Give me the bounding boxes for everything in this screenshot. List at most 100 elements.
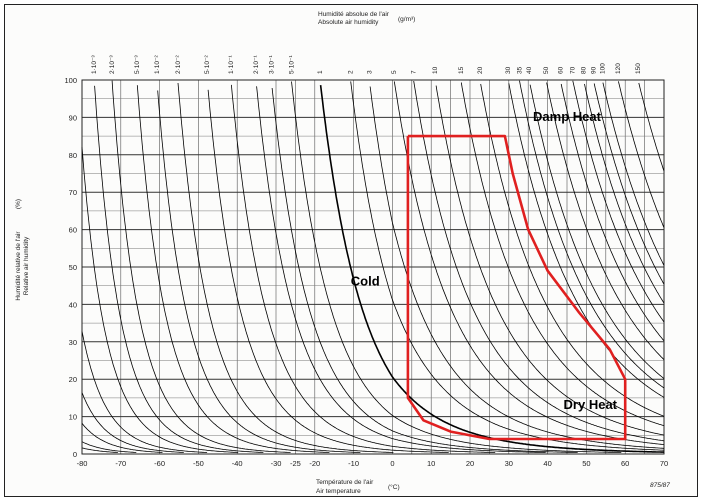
- abs-humidity-curve: [136, 85, 330, 453]
- top-tick-label: 15: [458, 66, 465, 74]
- abs-humidity-curve: [369, 86, 664, 449]
- region-label: Damp Heat: [533, 109, 602, 124]
- x-tick-label: -20: [309, 459, 320, 468]
- y-tick-label: 90: [69, 113, 77, 122]
- abs-humidity-curve: [508, 83, 665, 398]
- abs-humidity-curve: [602, 82, 665, 266]
- abs-humidity-curve: [572, 80, 665, 323]
- top-axis-title-en: Absolute air humidity: [318, 19, 379, 26]
- top-tick-label: 2·10⁻²: [175, 55, 182, 74]
- top-tick-label: 80: [581, 66, 588, 74]
- top-tick-label: 70: [570, 66, 577, 74]
- abs-humidity-curve: [256, 86, 546, 453]
- top-tick-label: 1·10⁻¹: [228, 55, 235, 74]
- y-tick-label: 80: [69, 151, 77, 160]
- abs-humidity-curve: [81, 331, 208, 453]
- abs-humidity-curve: [271, 87, 578, 453]
- top-tick-label: 100: [599, 63, 606, 74]
- test-envelope-boundary: [406, 134, 627, 441]
- abs-humidity-curve: [584, 83, 665, 304]
- top-tick-label: 40: [526, 66, 533, 74]
- top-tick-label: 5: [391, 70, 398, 74]
- abs-humidity-curve: [519, 80, 665, 389]
- top-tick-label: 50: [543, 66, 550, 74]
- top-tick-label: 2·10⁻³: [109, 55, 116, 74]
- abs-humidity-curve: [111, 80, 291, 453]
- abs-humidity-curve: [177, 82, 394, 453]
- x-tick-label: 60: [621, 459, 629, 468]
- top-tick-label: 120: [615, 63, 622, 74]
- x-tick-label: -70: [115, 459, 126, 468]
- top-tick-label: 5·10⁻²: [204, 55, 211, 74]
- abs-humidity-curve: [480, 83, 665, 417]
- top-tick-label: 60: [557, 66, 564, 74]
- top-tick-label: 10: [432, 66, 439, 74]
- y-tick-label: 10: [69, 413, 77, 422]
- x-tick-label: 50: [582, 459, 590, 468]
- abs-humidity-curve: [593, 83, 665, 285]
- y-tick-label: 40: [69, 300, 77, 309]
- x-tick-label: 40: [543, 459, 551, 468]
- x-tick-label: -40: [232, 459, 243, 468]
- figure-code: 875/87: [650, 482, 670, 489]
- x-tick-label: 30: [505, 459, 513, 468]
- y-axis-title-fr: Humidité relative de l'air: [15, 231, 22, 301]
- y-tick-label: 20: [69, 375, 77, 384]
- x-tick-label: -10: [348, 459, 359, 468]
- region-label: Dry Heat: [564, 397, 618, 412]
- abs-humidity-curve: [157, 90, 361, 453]
- top-tick-label: 5·10⁻³: [134, 55, 141, 74]
- top-tick-label: 1: [317, 70, 324, 74]
- plot-area-border: [81, 79, 665, 455]
- abs-humidity-curve: [560, 83, 665, 342]
- abs-humidity-curve: [291, 81, 622, 453]
- top-tick-label: 5·10⁻¹: [288, 55, 295, 74]
- top-tick-label: 2: [348, 70, 355, 74]
- y-tick-label: 60: [69, 226, 77, 235]
- top-tick-label: 1·10⁻²: [154, 55, 161, 74]
- top-axis-title-fr: Humidité absolue de l'air: [318, 11, 390, 18]
- abs-humidity-curve: [94, 85, 264, 453]
- x-tick-label: -50: [193, 459, 204, 468]
- climate-boundary: [406, 134, 627, 441]
- top-tick-label: 1·10⁻³: [91, 55, 98, 74]
- abs-humidity-curve: [546, 82, 665, 360]
- x-tick-label: 10: [427, 459, 435, 468]
- top-tick-label: 3·10⁻¹: [268, 55, 275, 74]
- y-axis-title-en: Relative air humidity: [23, 236, 30, 295]
- x-tick-label: -80: [77, 459, 88, 468]
- y-tick-label: 100: [64, 76, 77, 85]
- top-tick-label: 35: [516, 66, 523, 74]
- y-tick-label: 30: [69, 338, 77, 347]
- top-tick-label: 90: [590, 66, 597, 74]
- abs-humidity-curve: [81, 447, 118, 453]
- x-tick-label: -60: [154, 459, 165, 468]
- x-axis-title-fr: Température de l'air: [316, 479, 374, 486]
- y-axis-title: Humidité relative de l'air Relative air …: [15, 199, 30, 301]
- abs-humidity-curve: [350, 81, 664, 451]
- y-tick-label: 0: [73, 450, 77, 459]
- abs-humidity-curve: [413, 80, 665, 442]
- y-tick-label: 50: [69, 263, 77, 272]
- x-axis-title-en: Air temperature: [316, 488, 361, 495]
- abs-humidity-curve: [81, 147, 239, 453]
- x-tick-label: 20: [466, 459, 474, 468]
- x-tick-label: 70: [660, 459, 668, 468]
- x-tick-label: -25: [290, 459, 301, 468]
- y-axis-unit: (%): [15, 199, 22, 209]
- abs-humidity-curve: [207, 89, 449, 453]
- top-tick-label: 7: [411, 70, 418, 74]
- y-tick-label: 70: [69, 188, 77, 197]
- top-tick-label: 30: [505, 66, 512, 74]
- abs-humidity-curve: [618, 81, 665, 228]
- top-tick-label: 150: [635, 63, 642, 74]
- top-tick-label: 3: [366, 70, 373, 74]
- abs-humidity-curve: [529, 84, 665, 379]
- abs-humidity-curve: [81, 423, 163, 453]
- grid: [81, 79, 665, 455]
- top-tick-label: 20: [477, 66, 484, 74]
- abs-humidity-curve: [81, 392, 184, 453]
- abs-humidity-curve: [81, 441, 137, 453]
